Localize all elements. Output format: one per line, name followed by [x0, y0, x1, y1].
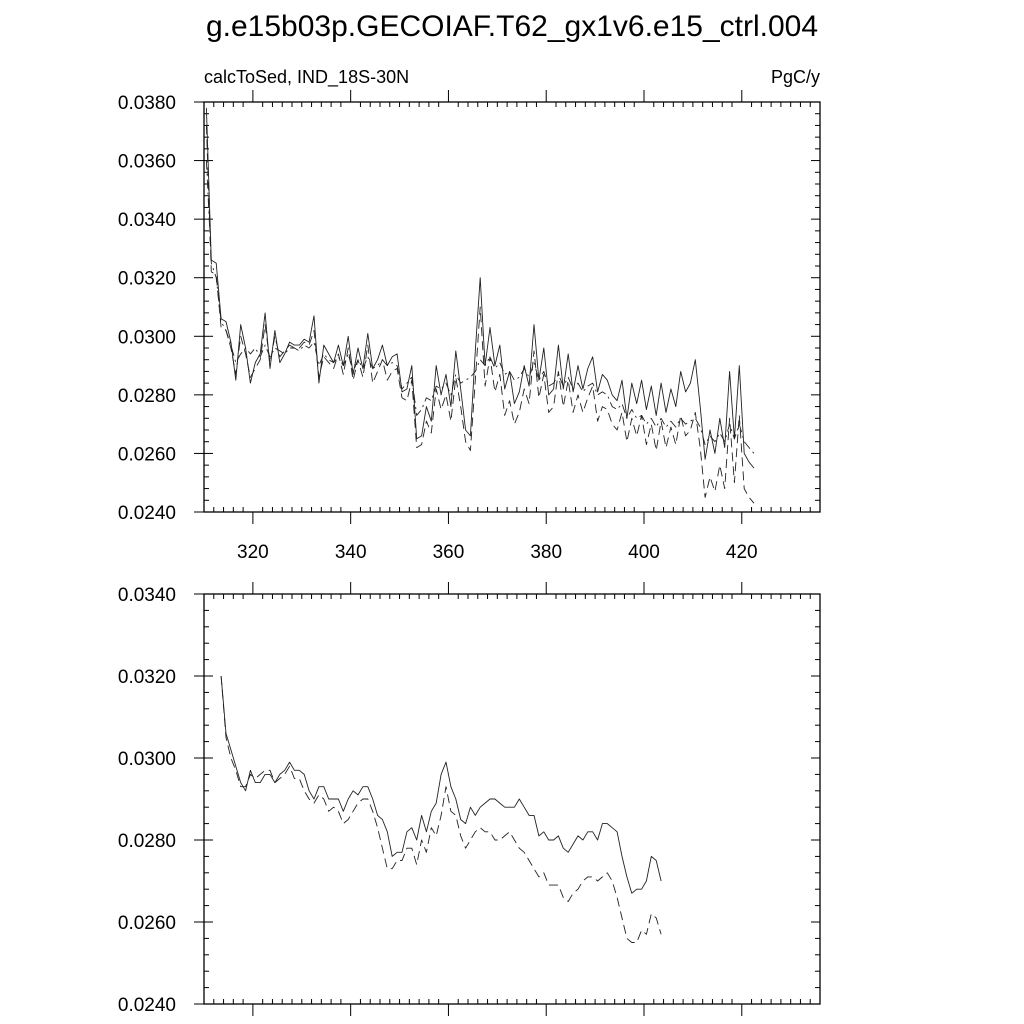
- top-right-label: PgC/y: [771, 67, 820, 87]
- x-tick-label: 360: [433, 542, 465, 563]
- series-line-2-dashdot: [205, 160, 755, 454]
- series-line-0-solid: [205, 107, 755, 469]
- y-tick-label: 0.0300: [118, 749, 176, 770]
- y-tick-label: 0.0320: [118, 667, 176, 688]
- y-tick-label: 0.0240: [118, 995, 176, 1016]
- x-tick-label: 320: [237, 542, 269, 563]
- y-tick-label: 0.0240: [118, 503, 176, 524]
- bottom-panel: 0.0240 0.0260 0.0280 0.0300 0.0320 0.0340: [118, 582, 821, 1016]
- top-left-label: calcToSed, IND_18S-30N: [204, 67, 409, 88]
- x-tick-label: 380: [530, 542, 562, 563]
- x-tick-label: 400: [628, 542, 660, 563]
- plot-frame: [203, 593, 821, 1005]
- y-tick-label: 0.0340: [118, 210, 176, 231]
- y-tick-label: 0.0280: [118, 386, 176, 407]
- x-tick-label: 420: [726, 542, 758, 563]
- y-tick-label: 0.0320: [118, 269, 176, 290]
- series-line-1-dashed: [220, 675, 662, 943]
- series-line-1-dashed: [205, 125, 755, 504]
- series-line-0-solid: [220, 675, 662, 894]
- y-tick-label: 0.0380: [118, 93, 176, 114]
- y-tick-label: 0.0340: [118, 585, 176, 606]
- y-tick-label: 0.0300: [118, 327, 176, 348]
- top-panel: calcToSed, IND_18S-30N PgC/y 0.0240 0.026…: [118, 67, 821, 563]
- x-tick-label: 340: [335, 542, 367, 563]
- y-tick-label: 0.0360: [118, 152, 176, 173]
- y-tick-label: 0.0280: [118, 831, 176, 852]
- y-tick-label: 0.0260: [118, 913, 176, 934]
- figure-title: g.e15b03p.GECOIAF.T62_gx1v6.e15_ctrl.004: [206, 10, 818, 43]
- plot-frame: [203, 101, 821, 513]
- y-tick-label: 0.0260: [118, 444, 176, 465]
